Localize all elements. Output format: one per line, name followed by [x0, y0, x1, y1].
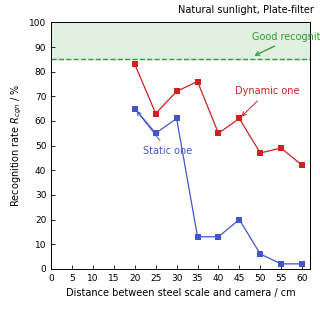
- Y-axis label: Recognition rate $R_{cgn}$ / %: Recognition rate $R_{cgn}$ / %: [9, 84, 24, 207]
- Text: Natural sunlight, Plate-filter: Natural sunlight, Plate-filter: [178, 5, 314, 15]
- Text: Static one: Static one: [137, 112, 192, 156]
- Text: Dynamic one: Dynamic one: [235, 86, 300, 116]
- X-axis label: Distance between steel scale and camera / cm: Distance between steel scale and camera …: [66, 288, 296, 298]
- Bar: [51, 22, 310, 60]
- Text: Good recognition: Good recognition: [252, 32, 320, 55]
